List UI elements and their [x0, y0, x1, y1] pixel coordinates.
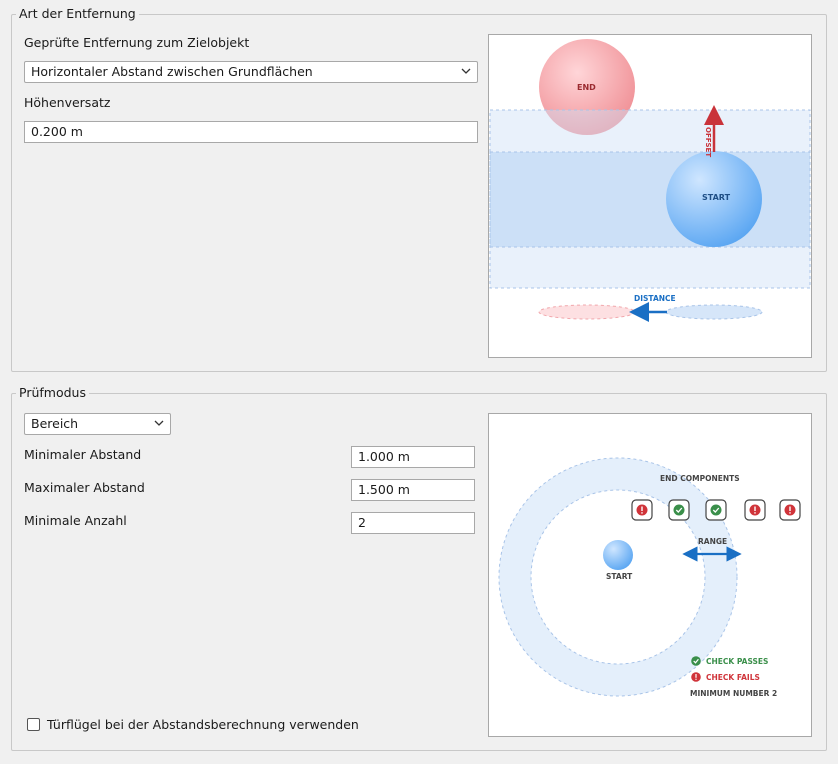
end-component-pass	[668, 499, 690, 521]
door-leaf-checkbox[interactable]	[27, 718, 40, 731]
distance-type-group-title: Art der Entfernung	[16, 6, 139, 22]
end-component-fail	[631, 499, 653, 521]
end-component-fail	[744, 499, 766, 521]
check-fails-icon	[691, 672, 701, 682]
start-sphere	[666, 151, 762, 247]
check-passes-label: CHECK PASSES	[706, 657, 769, 666]
minimum-number-label: MINIMUM NUMBER 2	[690, 689, 778, 698]
start-sphere	[603, 540, 633, 570]
distance-type-group: Art der Entfernung	[11, 6, 827, 372]
min-count-label: Minimale Anzahl	[24, 513, 127, 528]
checked-distance-select[interactable]: Horizontaler Abstand zwischen Grundfläch…	[24, 61, 478, 83]
end-component-pass	[705, 499, 727, 521]
end-label: END	[577, 83, 596, 92]
min-count-input[interactable]: 2	[351, 512, 475, 534]
distance-diagram-canvas	[489, 39, 811, 322]
end-component-fail	[779, 499, 801, 521]
chevron-down-icon	[461, 68, 471, 74]
height-offset-label: Höhenversatz	[24, 95, 111, 110]
range-label: RANGE	[698, 537, 728, 546]
check-mode-group: Prüfmodus	[11, 385, 827, 751]
chevron-down-icon	[154, 420, 164, 426]
end-components-label: END COMPONENTS	[660, 474, 740, 483]
checked-distance-label: Geprüfte Entfernung zum Zielobjekt	[24, 35, 250, 50]
end-sphere	[539, 39, 635, 135]
range-inner-circle	[530, 489, 706, 665]
start-footprint	[665, 304, 763, 320]
offset-label: OFFSET	[704, 127, 712, 158]
check-mode-diagram: END COMPONENTS RANGE START CHECK PASSES …	[488, 413, 812, 737]
max-distance-input[interactable]: 1.500 m	[351, 479, 475, 501]
checked-distance-value: Horizontaler Abstand zwischen Grundfläch…	[31, 64, 313, 79]
min-distance-label: Minimaler Abstand	[24, 447, 142, 462]
check-mode-diagram-canvas	[498, 457, 801, 697]
check-passes-icon	[691, 656, 701, 666]
check-mode-select[interactable]: Bereich	[24, 413, 171, 435]
distance-label: DISTANCE	[634, 294, 676, 303]
offset-band-inner	[489, 151, 811, 248]
end-footprint	[538, 304, 636, 320]
max-distance-label: Maximaler Abstand	[24, 480, 145, 495]
min-distance-input[interactable]: 1.000 m	[351, 446, 475, 468]
check-mode-group-title: Prüfmodus	[16, 385, 89, 401]
start-label: START	[702, 193, 731, 202]
distance-diagram: END START OFFSET DISTANCE	[488, 34, 812, 358]
check-fails-label: CHECK FAILS	[706, 673, 760, 682]
door-leaf-label: Türflügel bei der Abstandsberechnung ver…	[47, 717, 359, 732]
height-offset-input[interactable]: 0.200 m	[24, 121, 478, 143]
check-mode-value: Bereich	[31, 416, 79, 431]
start-label: START	[606, 572, 633, 581]
